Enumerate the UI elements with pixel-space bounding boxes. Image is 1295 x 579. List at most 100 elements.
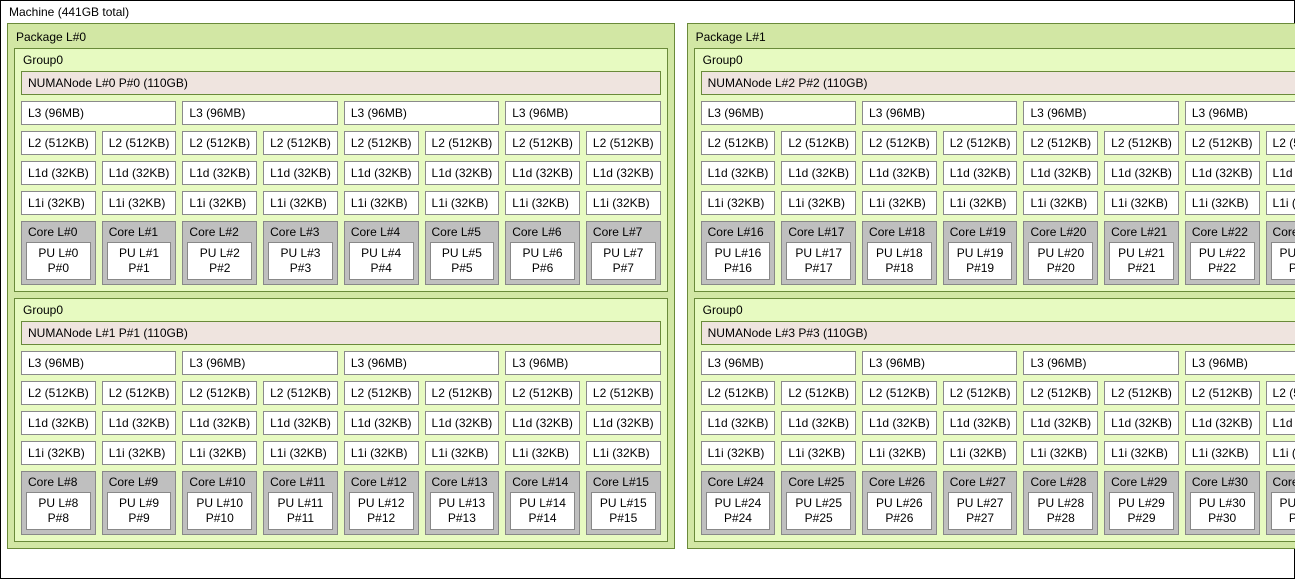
group: Group0NUMANode L#1 P#1 (110GB)L3 (96MB)L… xyxy=(14,298,668,542)
l2-cache: L2 (512KB) xyxy=(1185,131,1260,155)
l2-cache: L2 (512KB) xyxy=(1023,131,1098,155)
core-label: Core L#18 xyxy=(869,225,932,239)
core: Core L#4PU L#4P#4 xyxy=(344,221,419,285)
l3-cache: L3 (96MB) xyxy=(1023,351,1178,375)
l1i-cache: L1i (32KB) xyxy=(263,441,338,465)
l1d-cache: L1d (32KB) xyxy=(1023,411,1098,435)
l1d-cache: L1d (32KB) xyxy=(182,411,257,435)
l1i-cache: L1i (32KB) xyxy=(21,191,96,215)
l3-row: L3 (96MB)L3 (96MB)L3 (96MB)L3 (96MB) xyxy=(701,101,1295,125)
processing-unit: PU L#13P#13 xyxy=(430,492,495,530)
core: Core L#10 PU L#10P#10 xyxy=(182,471,257,535)
l3-cache: L3 (96MB) xyxy=(701,101,856,125)
l1i-cache: L1i (32KB) xyxy=(701,191,776,215)
core-row: Core L#8PU L#8P#8Core L#9PU L#9P#9Core L… xyxy=(21,471,661,535)
core: Core L#5 PU L#5P#5 xyxy=(425,221,500,285)
core: Core L#3PU L#3P#3 xyxy=(263,221,338,285)
group: Group0NUMANode L#2 P#2 (110GB)L3 (96MB)L… xyxy=(694,48,1295,292)
processing-unit: PU L#8P#8 xyxy=(26,492,91,530)
l1d-cache-row: L1d (32KB)L1d (32KB)L1d (32KB)L1d (32KB)… xyxy=(21,161,661,185)
core: Core L#0PU L#0P#0 xyxy=(21,221,96,285)
core: Core L#15PU L#15P#15 xyxy=(586,471,661,535)
l1d-cache: L1d (32KB) xyxy=(425,161,500,185)
l1i-cache: L1i (32KB) xyxy=(862,191,937,215)
l1d-cache: L1d (32KB) xyxy=(701,411,776,435)
core: Core L#21PU L#21P#21 xyxy=(1104,221,1179,285)
core-label: Core L#6 xyxy=(512,225,575,239)
l2-cache-row: L2 (512KB)L2 (512KB)L2 (512KB)L2 (512KB)… xyxy=(21,131,661,155)
core-label: Core L#8 xyxy=(28,475,91,489)
l1d-cache-row: L1d (32KB)L1d (32KB)L1d (32KB)L1d (32KB)… xyxy=(21,411,661,435)
core-label: Core L#5 xyxy=(432,225,495,239)
core-label: Core L#15 xyxy=(593,475,656,489)
processing-unit: PU L#5P#5 xyxy=(430,242,495,280)
core-row: Core L#16PU L#16P#16Core L#17PU L#17P#17… xyxy=(701,221,1295,285)
l1i-cache: L1i (32KB) xyxy=(344,191,419,215)
l1i-cache: L1i (32KB) xyxy=(21,441,96,465)
l3-cache: L3 (96MB) xyxy=(182,101,337,125)
l1i-cache: L1i (32KB) xyxy=(1266,441,1295,465)
l1d-cache: L1d (32KB) xyxy=(586,161,661,185)
core-label: Core L#1 xyxy=(109,225,172,239)
l1i-cache-row: L1i (32KB)L1i (32KB)L1i (32KB)L1i (32KB)… xyxy=(701,191,1295,215)
group: Group0NUMANode L#3 P#3 (110GB)L3 (96MB)L… xyxy=(694,298,1295,542)
l1i-cache: L1i (32KB) xyxy=(1023,441,1098,465)
core-label: Core L#26 xyxy=(869,475,932,489)
l1d-cache: L1d (32KB) xyxy=(344,411,419,435)
core-label: Core L#13 xyxy=(432,475,495,489)
core-label: Core L#10 xyxy=(189,475,252,489)
core: Core L#25PU L#25P#25 xyxy=(781,471,856,535)
core: Core L#18PU L#18P#18 xyxy=(862,221,937,285)
l1d-cache: L1d (32KB) xyxy=(943,161,1018,185)
packages-container: Package L#0 Group0 NUMANode L#0 P#0 (110GB… xyxy=(7,23,1288,549)
l1i-cache: L1i (32KB) xyxy=(1185,441,1260,465)
l1d-cache: L1d (32KB) xyxy=(182,161,257,185)
core-label: Core L#4 xyxy=(351,225,414,239)
processing-unit: PU L#16P#16 xyxy=(706,242,771,280)
package-label: Package L#0 xyxy=(16,30,668,44)
l2-cache: L2 (512KB) xyxy=(505,131,580,155)
core: Core L#23PU L#23P#23 xyxy=(1266,221,1295,285)
group-label: Group0 xyxy=(23,53,661,67)
l2-cache: L2 (512KB) xyxy=(701,131,776,155)
l2-cache: L2 (512KB) xyxy=(781,381,856,405)
l1i-cache-row: L1i (32KB)L1i (32KB)L1i (32KB)L1i (32KB)… xyxy=(21,441,661,465)
core: Core L#9PU L#9P#9 xyxy=(102,471,177,535)
core: Core L#27PU L#27P#27 xyxy=(943,471,1018,535)
processing-unit: PU L#10P#10 xyxy=(187,492,252,530)
l2-cache: L2 (512KB) xyxy=(102,381,177,405)
l2-cache: L2 (512KB) xyxy=(21,381,96,405)
processing-unit: PU L#21P#21 xyxy=(1109,242,1174,280)
machine: Machine (441GB total) Package L#0Group0N… xyxy=(0,0,1295,579)
l2-cache: L2 (512KB) xyxy=(425,381,500,405)
core-label: Core L#31 xyxy=(1273,475,1295,489)
l1d-cache: L1d (32KB) xyxy=(781,161,856,185)
l1d-cache: L1d (32KB) xyxy=(102,161,177,185)
l2-cache: L2 (512KB) xyxy=(344,131,419,155)
core-label: Core L#24 xyxy=(708,475,771,489)
l1i-cache: L1i (32KB) xyxy=(781,441,856,465)
l3-cache: L3 (96MB) xyxy=(1185,101,1295,125)
core: Core L#12PU L#12P#12 xyxy=(344,471,419,535)
l1d-cache-row: L1d (32KB)L1d (32KB)L1d (32KB)L1d (32KB)… xyxy=(701,161,1295,185)
core: Core L#22PU L#22P#22 xyxy=(1185,221,1260,285)
l3-cache: L3 (96MB) xyxy=(344,351,499,375)
core-label: Core L#28 xyxy=(1030,475,1093,489)
l3-cache: L3 (96MB) xyxy=(862,351,1017,375)
processing-unit: PU L#2P#2 xyxy=(187,242,252,280)
group-label: Group0 xyxy=(703,53,1295,67)
l1d-cache: L1d (32KB) xyxy=(505,161,580,185)
core: Core L#13 PU L#13P#13 xyxy=(425,471,500,535)
core-label: Core L#30 xyxy=(1192,475,1255,489)
processing-unit: PU L#26P#26 xyxy=(867,492,932,530)
l2-cache: L2 (512KB) xyxy=(1266,131,1295,155)
l2-cache: L2 (512KB) xyxy=(586,381,661,405)
core: Core L#6PU L#6P#6 xyxy=(505,221,580,285)
l1d-cache: L1d (32KB) xyxy=(701,161,776,185)
l3-cache: L3 (96MB) xyxy=(862,101,1017,125)
numa-node: NUMANode L#0 P#0 (110GB) xyxy=(21,71,661,95)
l1d-cache-row: L1d (32KB)L1d (32KB)L1d (32KB)L1d (32KB)… xyxy=(701,411,1295,435)
l2-cache: L2 (512KB) xyxy=(862,131,937,155)
core: Core L#1PU L#1P#1 xyxy=(102,221,177,285)
l3-row: L3 (96MB)L3 (96MB)L3 (96MB)L3 (96MB) xyxy=(701,351,1295,375)
